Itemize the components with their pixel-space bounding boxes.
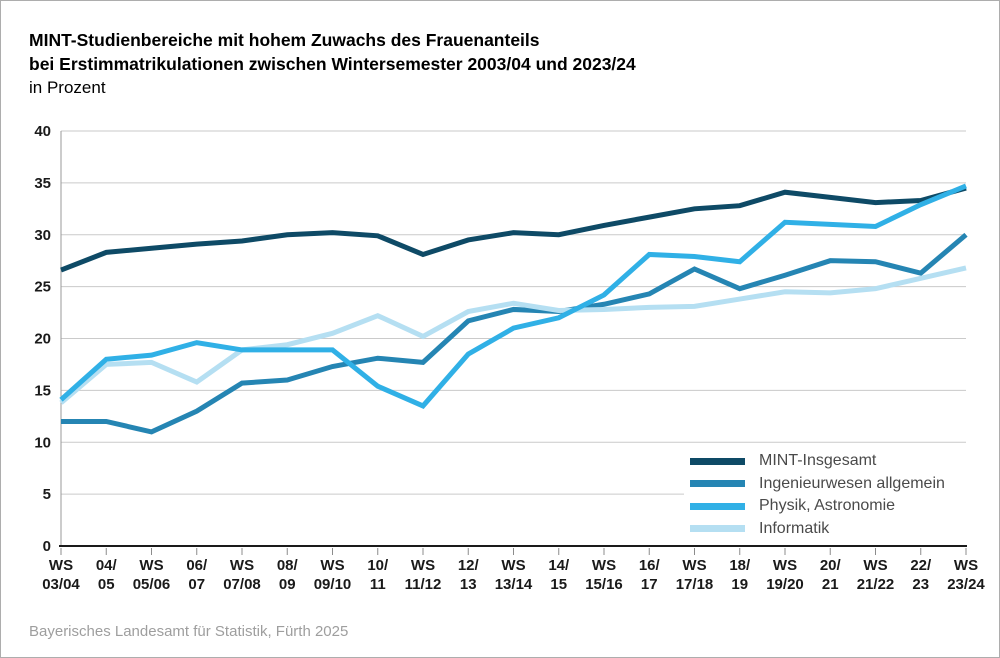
x-tick-label: 18/19 <box>729 557 751 593</box>
y-tick-label: 15 <box>34 382 51 399</box>
series-line-physik-astronomie <box>59 183 967 409</box>
series-line-ingenieurwesen-allgemein <box>61 232 968 435</box>
x-tick-label: 10/11 <box>367 557 389 593</box>
legend-item-informatik: Informatik <box>690 518 971 541</box>
y-tick-label: 25 <box>34 279 51 296</box>
legend-swatch-physik-astronomie <box>690 502 745 510</box>
x-tick-label: WS 03/04 <box>42 557 80 593</box>
y-tick-label: 20 <box>34 331 51 348</box>
x-tick-label: 06/07 <box>186 557 208 593</box>
chart-title: MINT-Studienbereiche mit hohem Zuwachs d… <box>29 28 636 100</box>
x-tick-label: WS 23/24 <box>947 557 985 593</box>
chart-title-line2: bei Erstimmatrikulationen zwischen Winte… <box>29 54 636 74</box>
legend-label: Informatik <box>759 519 830 537</box>
x-tick-label: 16/17 <box>639 557 661 593</box>
legend-swatch-informatik <box>690 525 745 533</box>
y-tick-label: 35 <box>34 175 51 192</box>
legend-swatch-ingenieurwesen-allgemein <box>690 480 745 488</box>
x-tick-label: WS 13/14 <box>495 557 533 593</box>
source-note: Bayerisches Landesamt für Statistik, Für… <box>29 623 349 640</box>
legend-item-ingenieurwesen-allgemein: Ingenieurwesen allgemein <box>690 473 971 496</box>
y-tick-label: 10 <box>34 434 51 451</box>
x-tick-label: 04/05 <box>96 557 118 593</box>
x-tick-label: 22/23 <box>910 557 932 593</box>
x-tick-label: WS 11/12 <box>405 557 442 593</box>
y-tick-label: 0 <box>43 538 51 555</box>
y-tick-label: 5 <box>43 486 51 503</box>
x-tick-label: WS 17/18 <box>676 557 714 593</box>
legend-label: Physik, Astronomie <box>759 497 896 515</box>
x-tick-label: WS 19/20 <box>766 557 804 593</box>
legend-swatch-mint-insgesamt <box>690 457 745 465</box>
x-tick-label: WS 21/22 <box>857 557 895 593</box>
series-line-informatik <box>59 265 967 405</box>
x-tick-label: WS 09/10 <box>314 557 352 593</box>
x-tick-label: 20/21 <box>820 557 842 593</box>
y-tick-label: 40 <box>34 123 51 140</box>
x-tick-label: 12/13 <box>458 557 480 593</box>
legend-label: Ingenieurwesen allgemein <box>759 474 945 492</box>
legend-label: MINT-Insgesamt <box>759 452 877 470</box>
x-tick-label: WS 07/08 <box>223 557 261 593</box>
x-tick-label: 14/15 <box>548 557 570 593</box>
chart-title-line1: MINT-Studienbereiche mit hohem Zuwachs d… <box>29 30 540 50</box>
chart-legend: MINT-Insgesamt Ingenieurwesen allgemein Ph… <box>684 448 971 544</box>
series-line-mint-insgesamt <box>60 185 967 273</box>
x-tick-label: WS 15/16 <box>585 557 623 593</box>
x-tick-label: WS 05/06 <box>133 557 171 593</box>
y-tick-label: 30 <box>34 227 51 244</box>
legend-item-mint-insgesamt: MINT-Insgesamt <box>690 450 971 473</box>
legend-item-physik-astronomie: Physik, Astronomie <box>690 495 971 518</box>
x-tick-label: 08/09 <box>277 557 299 593</box>
chart-unit-label: in Prozent <box>29 78 106 97</box>
